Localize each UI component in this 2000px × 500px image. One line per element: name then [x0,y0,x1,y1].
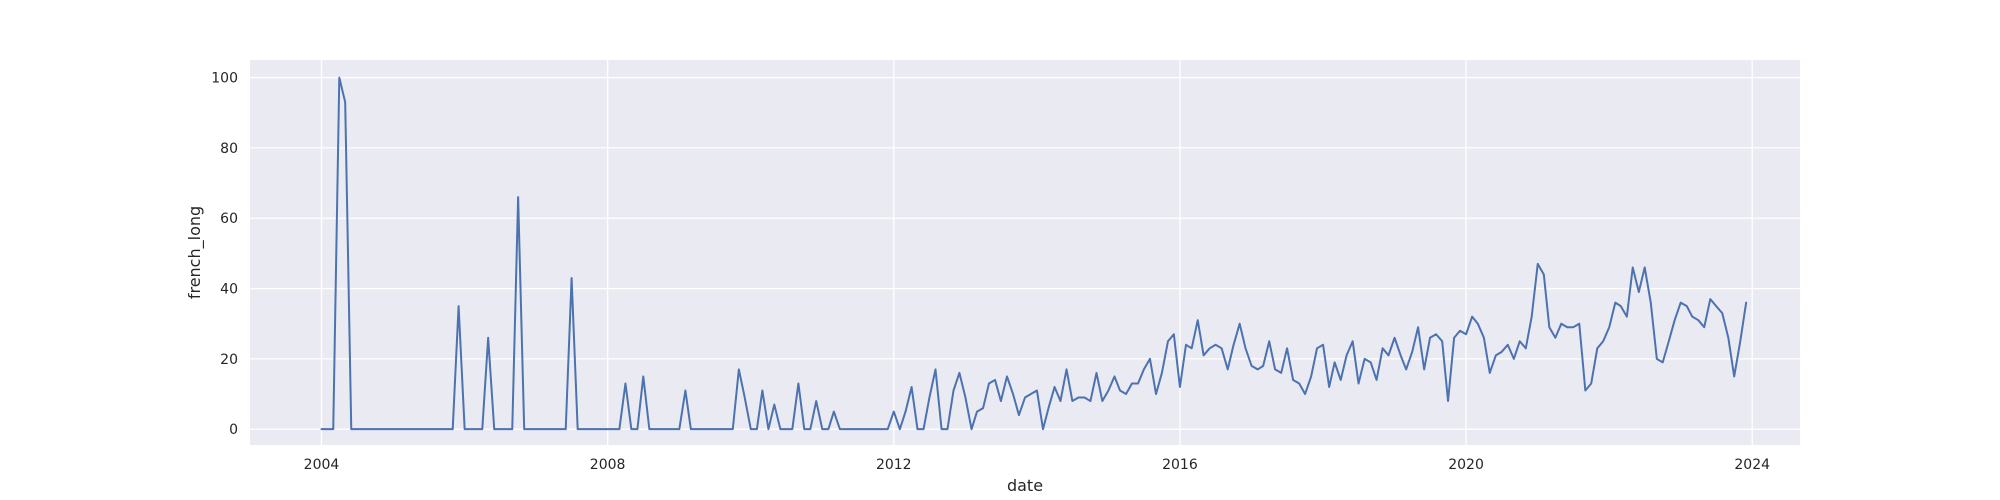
series-line-french-long [320,76,1748,431]
x-axis-ticks: 2004 2008 2012 2016 2020 2024 [304,457,1770,473]
x-tick-label: 2012 [876,457,912,473]
x-tick-label: 2020 [1448,457,1484,473]
x-tick-label: 2004 [304,457,340,473]
y-tick-label: 80 [220,141,238,157]
y-tick-label: 40 [220,282,238,298]
x-tick-label: 2024 [1734,457,1770,473]
x-tick-label: 2016 [1162,457,1198,473]
y-tick-label: 20 [220,352,238,368]
x-tick-label: 2008 [590,457,626,473]
x-axis-label: date [1007,476,1043,495]
y-tick-label: 100 [211,71,238,87]
y-axis-ticks: 0 20 40 60 80 100 [211,71,238,439]
y-tick-label: 60 [220,211,238,227]
y-tick-label: 0 [229,422,238,438]
plot-background [250,60,1800,445]
y-axis-label: french_long [185,206,205,299]
